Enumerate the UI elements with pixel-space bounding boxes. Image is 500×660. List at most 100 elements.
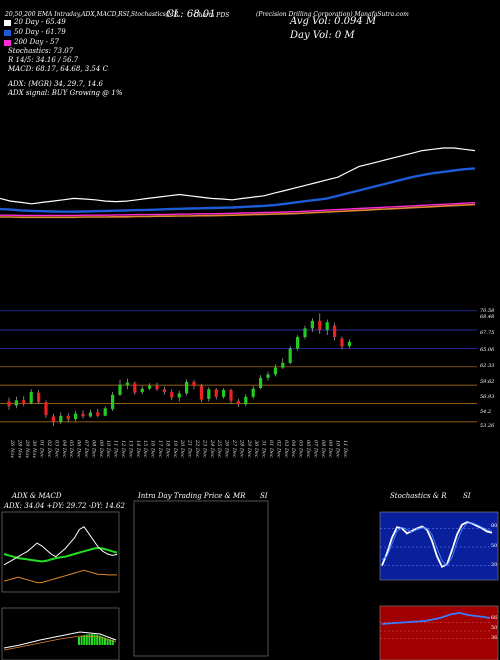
candle-body: [185, 381, 189, 394]
date-label: 18 Dec: [164, 440, 170, 458]
adx-panel-title: ADX & MACD: [12, 492, 62, 500]
candle-body: [170, 392, 174, 398]
candlestick-chart: [0, 310, 477, 426]
candle-body: [111, 394, 115, 409]
candle-body: [251, 388, 255, 397]
date-label: 27 Dec: [231, 439, 237, 458]
macd-bar: [104, 637, 106, 645]
stoch-label: 80: [491, 523, 497, 529]
stoch-panel-title: Stochastics & R: [390, 492, 447, 500]
rsi-chart: 66 50 36: [380, 612, 497, 641]
date-label: 07 Dec: [83, 440, 89, 458]
candle-body: [199, 385, 203, 400]
candle-body: [296, 337, 300, 349]
candle-body: [155, 385, 159, 390]
candle-body: [29, 392, 33, 403]
date-label: 08 Dec: [320, 440, 326, 458]
candle-body: [214, 389, 218, 397]
candle-body: [148, 385, 152, 389]
candle-body: [37, 392, 41, 403]
date-label: 03 Dec: [53, 440, 59, 458]
indicators-title: 20,50,200 EMA Intraday,ADX,MACD,RSI,Stoc…: [5, 11, 179, 18]
adx-line-2: [3, 569, 117, 584]
date-label: 28 Dec: [238, 439, 244, 458]
ema200-label: 200 Day - 57: [14, 38, 60, 46]
date-label: 10 Dec: [335, 440, 341, 458]
date-label: 11 Dec: [113, 440, 119, 458]
macd-bar: [93, 634, 96, 645]
mr-panel-title: Intra Day Trading Price & MR: [138, 492, 246, 500]
candle-body: [236, 400, 240, 405]
adx-signal: ADX signal: BUY Growing @ 1%: [8, 89, 123, 97]
date-label: 23 Dec: [201, 439, 207, 458]
ema200-swatch: [4, 40, 11, 46]
candle-body: [81, 413, 85, 417]
candle-body: [7, 401, 11, 407]
candle-body: [103, 408, 107, 416]
candle-body: [14, 400, 18, 406]
macd-bar: [96, 634, 99, 645]
date-label: 21 Dec: [187, 439, 193, 458]
candle-body: [140, 388, 144, 393]
candle-body: [162, 389, 166, 392]
close-label: CL: 68.01: [166, 9, 216, 20]
candle-body: [59, 415, 63, 422]
date-label: 13 Dec: [127, 440, 133, 458]
date-label: 26 Nov: [9, 439, 15, 458]
avg-vol: Avg Vol: 0.094 M: [290, 16, 377, 27]
rsi-label: 50: [491, 625, 497, 631]
date-label: 06 Dec: [76, 440, 82, 458]
date-label: 02 Dec: [46, 440, 52, 458]
date-label: 30 Nov: [31, 440, 37, 458]
date-axis: 26 Nov 28 Nov 29 Nov 30 Nov 01 Dec 02 Dec 03 D…: [9, 439, 348, 458]
date-label: 11 Dec: [342, 440, 348, 458]
candle-body: [310, 320, 314, 329]
stochastics-line: Stochastics: 73.07: [8, 47, 74, 55]
r-line: R 14/5: 34.16 / 56.7: [8, 56, 79, 64]
date-label: 09 Dec: [327, 440, 333, 458]
candle-body: [340, 338, 344, 347]
candle-body: [333, 325, 337, 338]
rsi-label: 36: [491, 635, 497, 641]
macd-bar: [85, 634, 88, 645]
date-label: 12 Dec: [120, 440, 126, 458]
candle-body: [244, 396, 248, 405]
candle-body: [347, 341, 351, 346]
date-label: 22 Dec: [194, 439, 200, 458]
ema-chart: [0, 147, 476, 219]
candle-body: [325, 322, 329, 330]
ema20-label: 20 Day - 65.49: [14, 18, 66, 26]
macd-bar: [78, 637, 80, 645]
price-label: 70.58: [480, 308, 494, 314]
date-label: 05 Dec: [68, 440, 74, 458]
macd-bar: [109, 639, 112, 645]
macd-bar: [83, 635, 86, 645]
candle-body: [88, 412, 92, 417]
date-label: 26 Dec: [224, 439, 230, 458]
candle-body: [125, 382, 129, 386]
price-label: 68.48: [480, 314, 494, 320]
date-label: 29 Nov: [24, 439, 30, 458]
candle-body: [133, 383, 137, 393]
candle-body: [177, 393, 181, 398]
date-label: 29 Dec: [246, 439, 252, 458]
date-label: 08 Dec: [90, 440, 96, 458]
ema-line-1: [0, 167, 476, 213]
macd-line: [3, 631, 117, 649]
macd-bar: [101, 636, 104, 645]
ema-pink-line: [0, 202, 476, 217]
candle-body: [318, 320, 322, 330]
date-label: 01 Dec: [268, 440, 274, 458]
candle-body: [288, 348, 292, 363]
stoch-label: 50: [491, 543, 497, 549]
price-label: 62.33: [480, 363, 494, 369]
macd-bar: [111, 639, 114, 645]
date-label: 10 Dec: [105, 440, 111, 458]
date-label: 09 Dec: [98, 440, 104, 458]
date-label: 15 Dec: [142, 440, 148, 458]
date-label: 24 Dec: [209, 439, 215, 458]
candle-body: [266, 374, 270, 378]
macd-line: MACD: 68.17, 64.68, 3.54 C: [8, 65, 108, 73]
chart-label: Charts PDS: [194, 12, 230, 19]
